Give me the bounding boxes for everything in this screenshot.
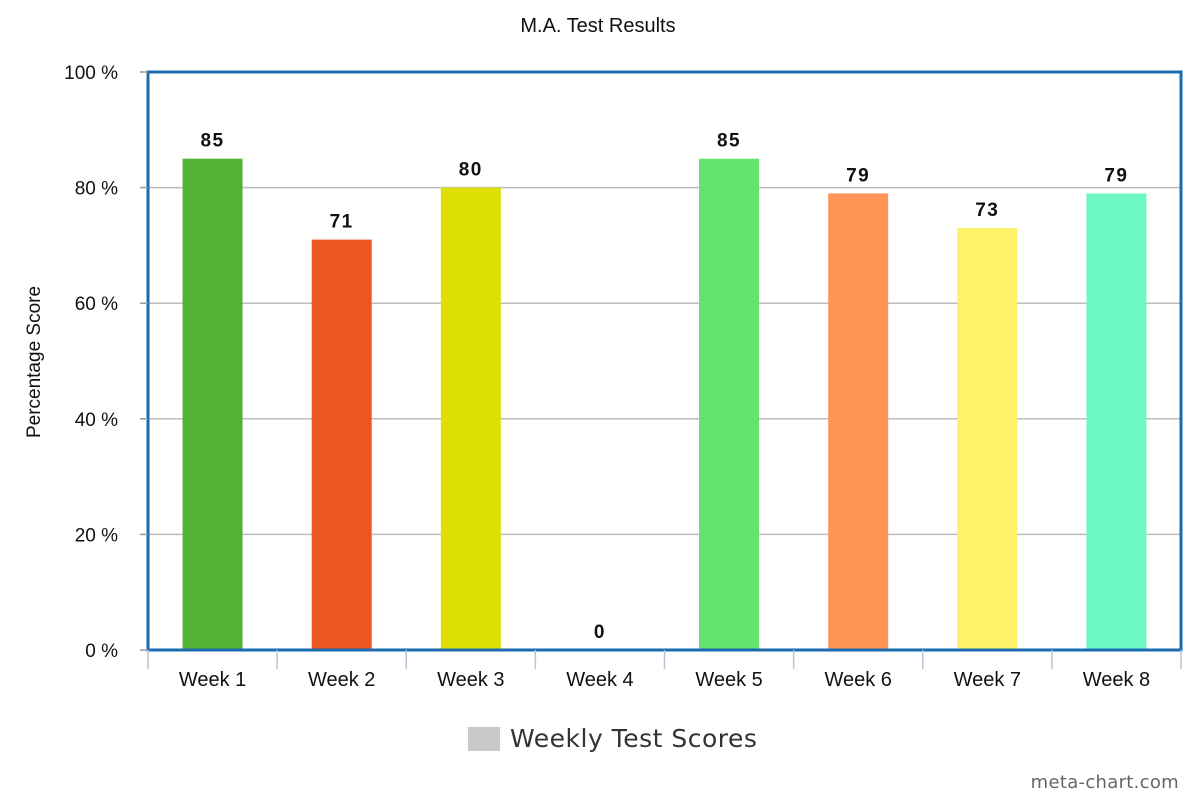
y-tick-label: 60 % — [75, 294, 118, 315]
legend[interactable]: Weekly Test Scores — [468, 724, 757, 753]
bar[interactable] — [182, 158, 243, 650]
bar[interactable] — [1086, 193, 1147, 650]
chart-title: M.A. Test Results — [520, 15, 676, 37]
data-label: 0 — [594, 622, 606, 643]
data-label: 85 — [200, 131, 224, 152]
data-label: 71 — [330, 212, 354, 233]
watermark[interactable]: meta-chart.com — [1030, 772, 1179, 793]
x-tick-label: Week 5 — [695, 669, 762, 691]
data-label: 85 — [717, 131, 741, 152]
bar[interactable] — [699, 158, 760, 650]
legend-swatch — [468, 726, 500, 751]
y-tick-label: 40 % — [75, 410, 118, 431]
bars — [182, 158, 1147, 650]
bar[interactable] — [957, 228, 1018, 650]
x-tick-label: Week 8 — [1083, 669, 1150, 691]
gridlines — [148, 186, 1181, 536]
data-label: 79 — [1104, 165, 1128, 186]
data-labels: 85 71 80 0 85 79 73 79 — [200, 131, 1128, 643]
bar[interactable] — [828, 193, 889, 650]
y-tick-label: 100 % — [64, 63, 118, 84]
x-tick-label: Week 1 — [179, 669, 246, 691]
bar[interactable] — [311, 239, 372, 650]
plot-frame — [146, 70, 1183, 652]
bar[interactable] — [440, 187, 501, 650]
y-axis: 0 % 20 % 40 % 60 % 80 % 100 % — [64, 63, 148, 662]
y-tick-label: 80 % — [75, 179, 118, 200]
x-tick-label: Week 2 — [308, 669, 375, 691]
x-axis: Week 1 Week 2 Week 3 Week 4 Week 5 Week 6 Week… — [147, 650, 1182, 691]
x-tick-label: Week 7 — [954, 669, 1021, 691]
data-label: 79 — [846, 165, 870, 186]
y-tick-label: 20 % — [75, 525, 118, 546]
x-tick-label: Week 4 — [566, 669, 633, 691]
y-axis-label: Percentage Score — [24, 285, 45, 439]
legend-label: Weekly Test Scores — [510, 724, 758, 753]
x-tick-label: Week 3 — [437, 669, 504, 691]
data-label: 80 — [459, 160, 483, 181]
x-tick-label: Week 6 — [824, 669, 891, 691]
y-tick-label: 0 % — [85, 641, 118, 662]
data-label: 73 — [975, 200, 999, 221]
